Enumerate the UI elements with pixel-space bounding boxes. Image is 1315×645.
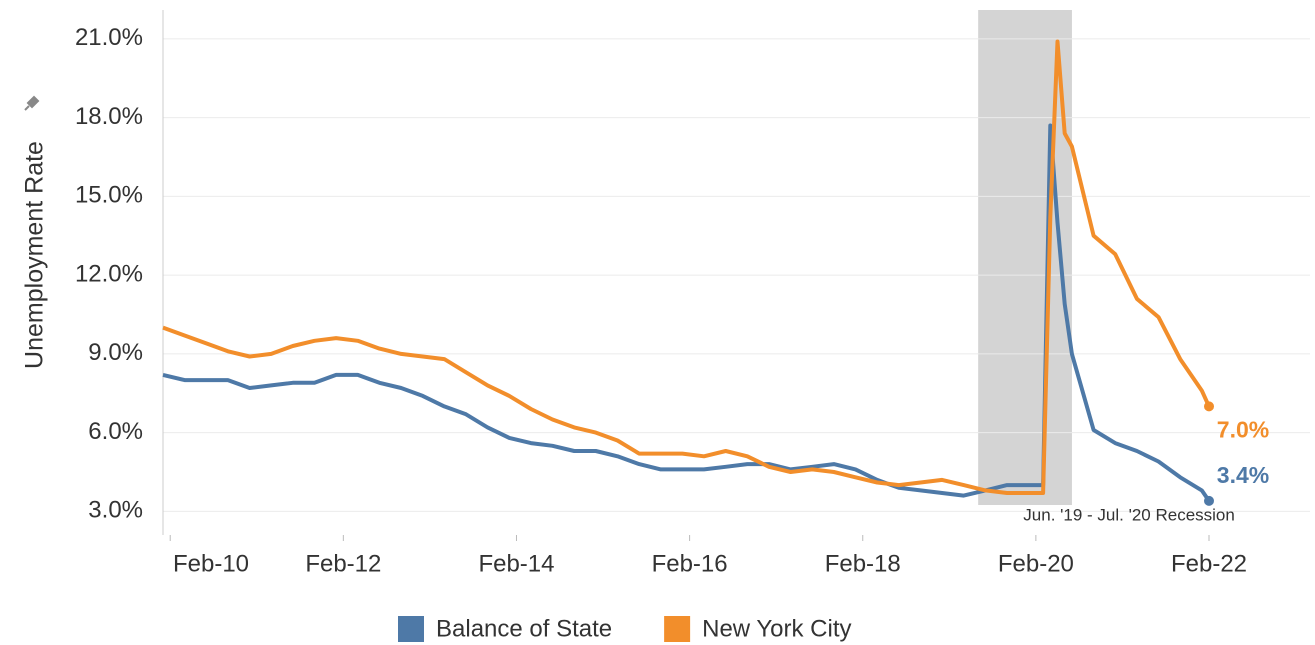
- recession-shading: [978, 10, 1072, 505]
- legend-label: Balance of State: [436, 615, 612, 642]
- y-tick-label: 9.0%: [88, 339, 143, 366]
- legend-swatch: [398, 616, 424, 642]
- end-label: 3.4%: [1217, 462, 1269, 488]
- end-point: [1204, 495, 1215, 506]
- y-tick-label: 3.0%: [88, 497, 143, 524]
- x-tick-label: Feb-10: [173, 550, 249, 577]
- legend-swatch: [664, 616, 691, 642]
- y-tick-label: 18.0%: [75, 103, 143, 130]
- x-tick-label: Feb-18: [825, 550, 901, 577]
- x-tick-label: Feb-16: [652, 550, 728, 577]
- y-tick-label: 21.0%: [75, 24, 143, 51]
- legend-label: New York City: [702, 615, 851, 642]
- y-tick-label: 6.0%: [88, 418, 143, 445]
- line: [162, 39, 1211, 495]
- end-label: 7.0%: [1217, 416, 1269, 442]
- pin-icon: [24, 95, 40, 111]
- end-point: [1204, 401, 1215, 412]
- recession-label: Jun. '19 - Jul. '20 Recession: [1023, 505, 1235, 524]
- x-tick-label: Feb-22: [1171, 550, 1247, 577]
- x-tick-label: Feb-20: [998, 550, 1074, 577]
- x-tick-label: Feb-12: [305, 550, 381, 577]
- y-tick-label: 12.0%: [75, 260, 143, 287]
- x-tick-label: Feb-14: [478, 550, 554, 577]
- line: [162, 123, 1211, 503]
- y-axis-label: Unemployment Rate: [21, 141, 49, 369]
- y-tick-label: 15.0%: [75, 182, 143, 209]
